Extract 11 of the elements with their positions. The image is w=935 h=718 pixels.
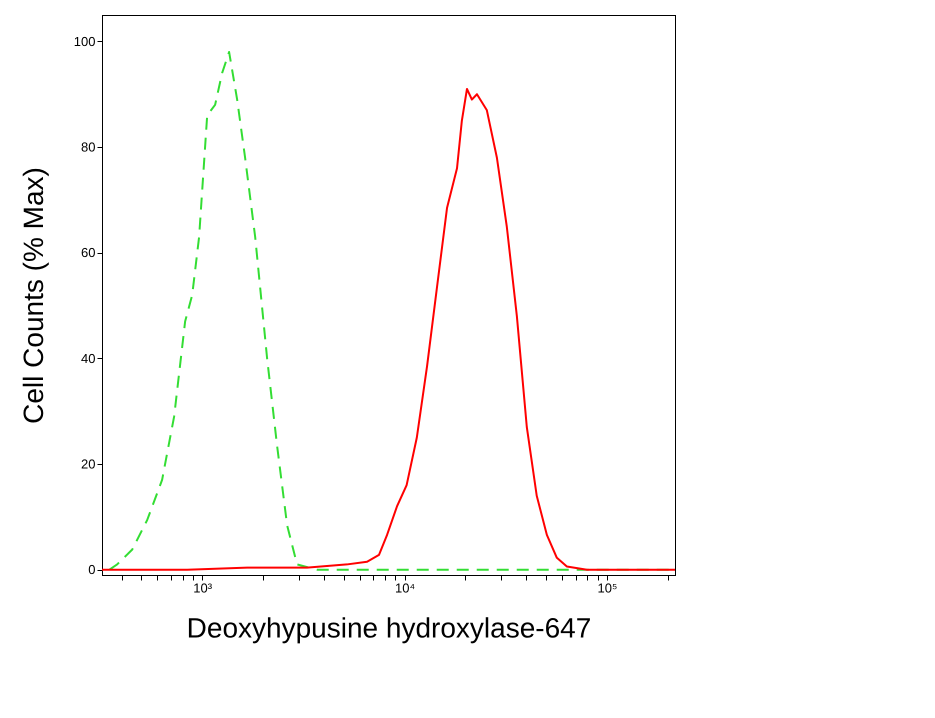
y-tick-label: 0	[88, 562, 96, 578]
x-axis-title: Deoxyhypusine hydroxylase-647	[186, 612, 592, 644]
x-tick-label: 10³	[193, 580, 213, 596]
y-tick-label: 100	[74, 34, 96, 49]
x-tick-label: 10⁵	[597, 580, 618, 596]
y-tick-label: 80	[81, 140, 96, 155]
y-tick-label: 20	[81, 456, 96, 472]
x-tick-label: 10⁴	[395, 580, 416, 596]
y-tick-label: 40	[81, 350, 96, 366]
y-tick-label: 60	[81, 245, 96, 260]
y-axis-title: Cell Counts (% Max)	[18, 167, 49, 424]
